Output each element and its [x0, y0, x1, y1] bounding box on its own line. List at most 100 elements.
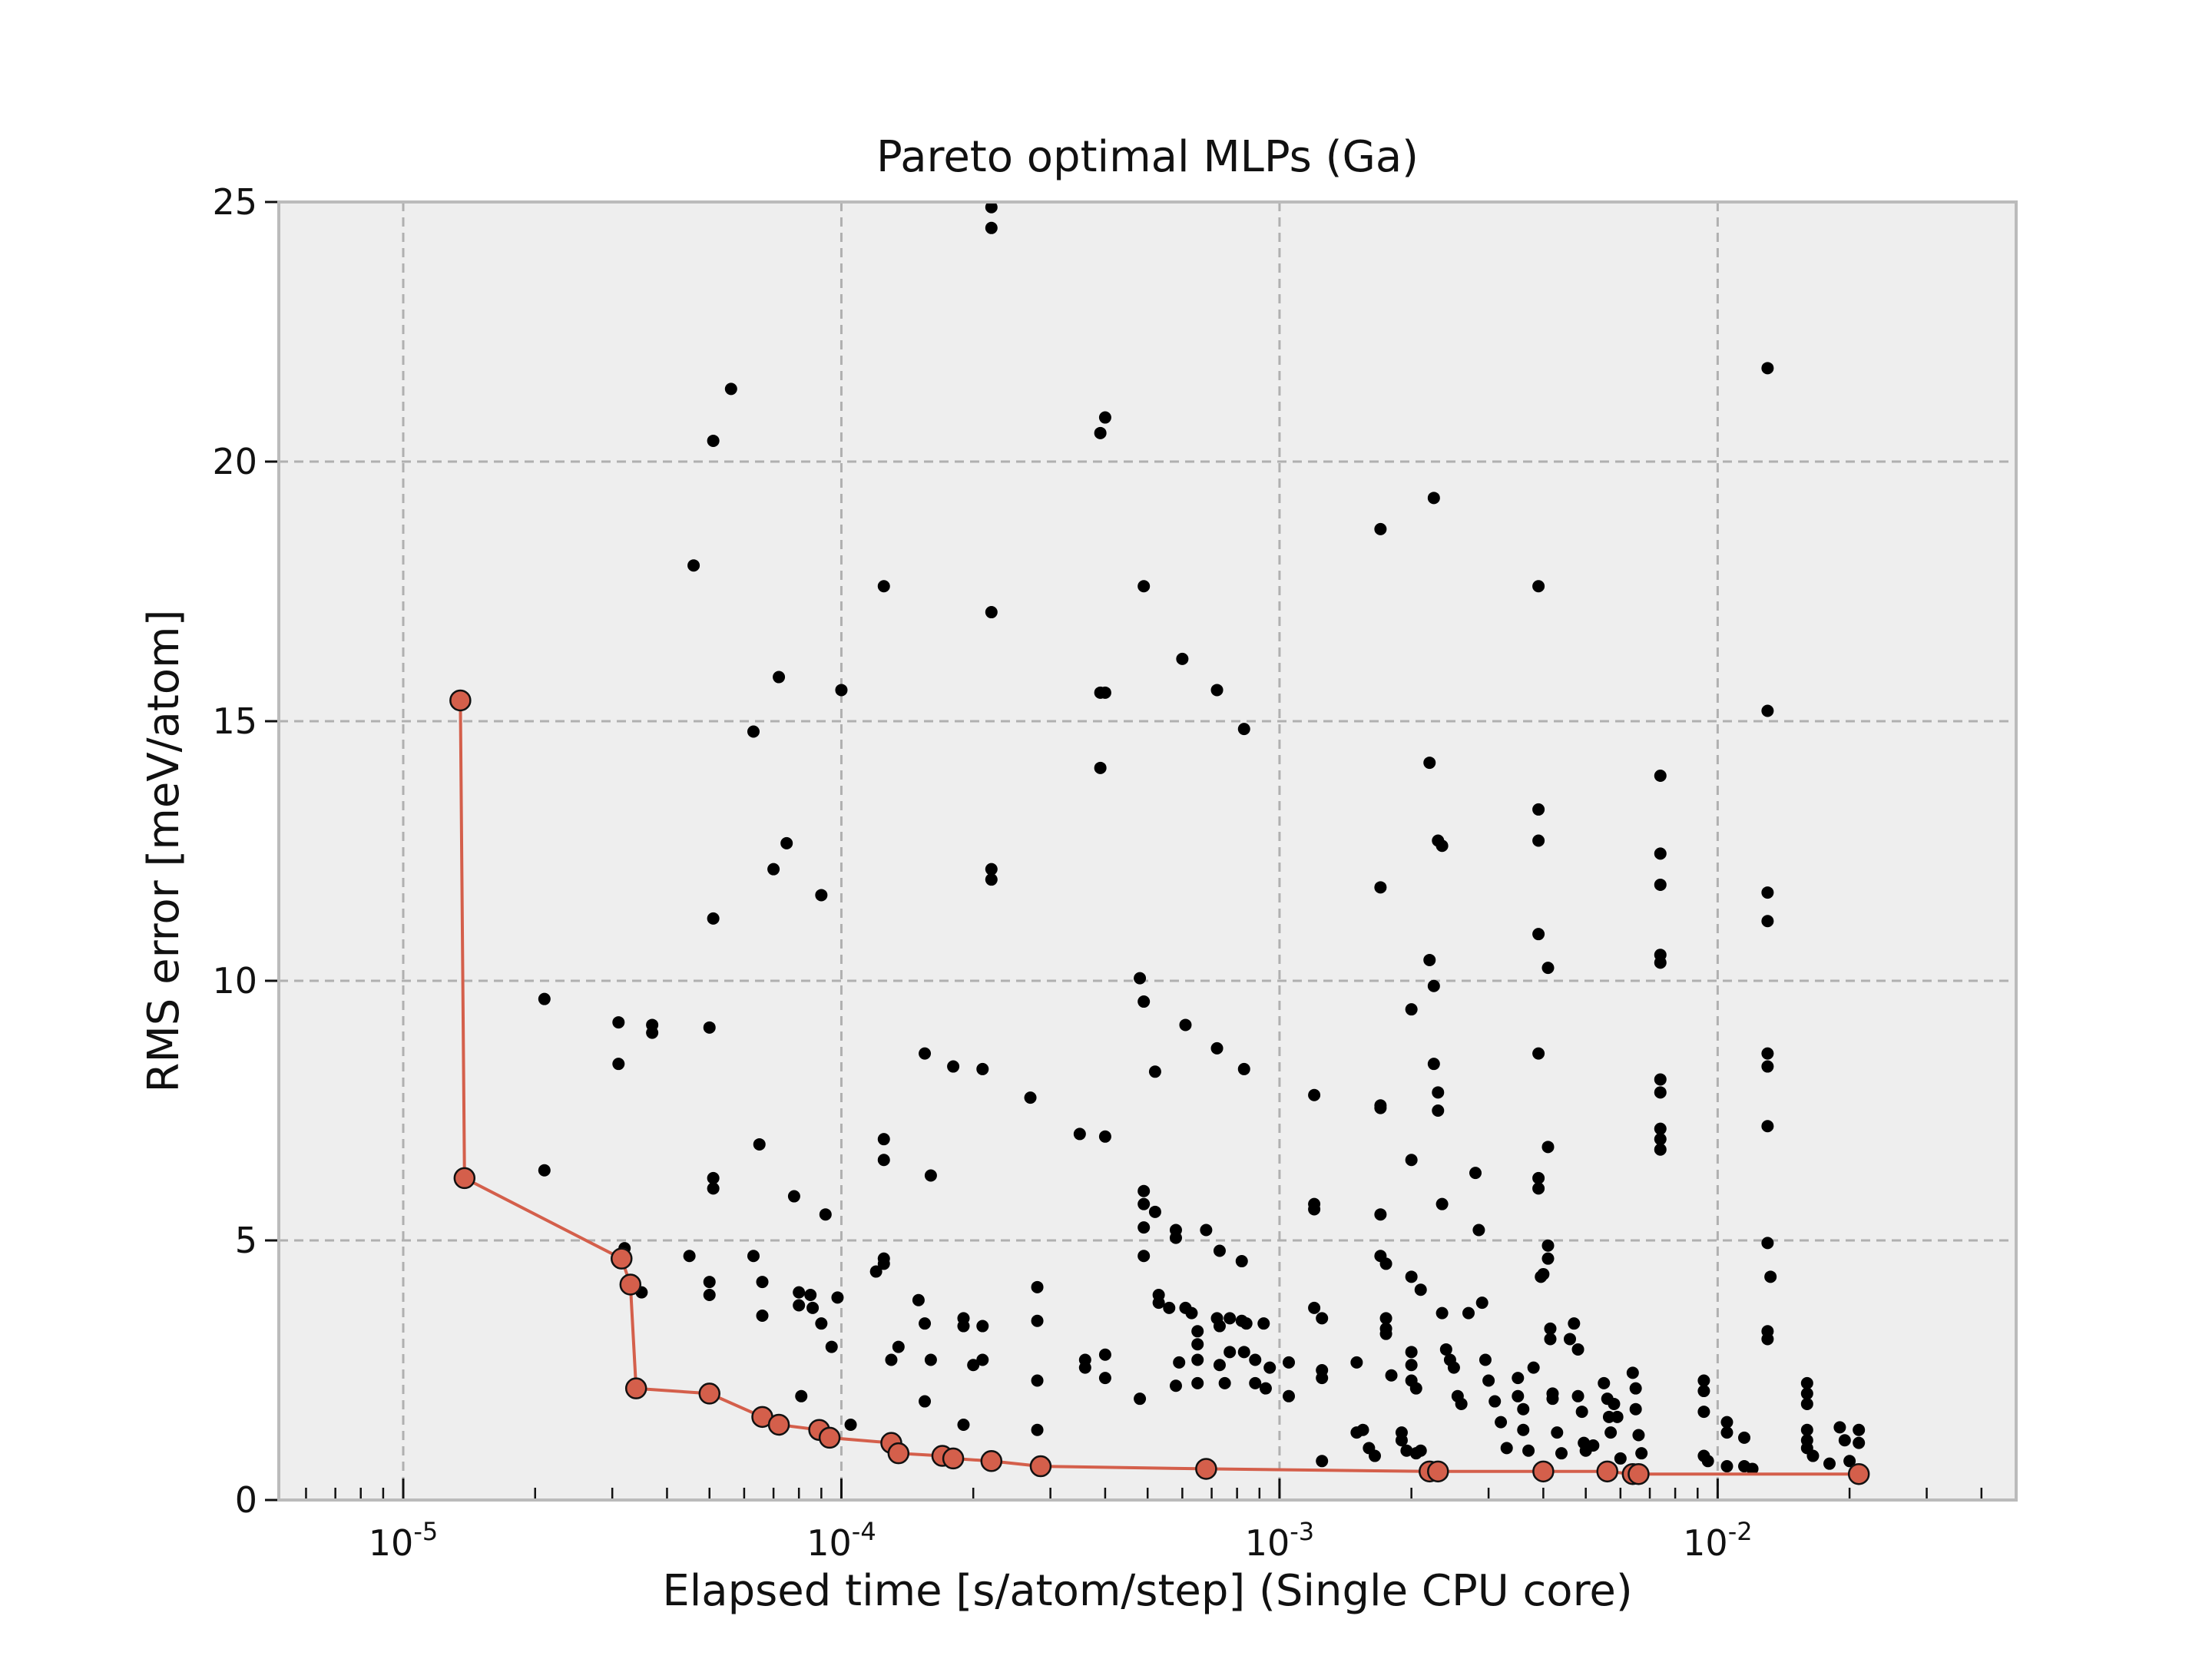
- model-point: [707, 1182, 720, 1195]
- model-point: [985, 863, 998, 876]
- model-point: [1532, 834, 1545, 847]
- model-point: [1512, 1372, 1525, 1385]
- model-point: [1137, 995, 1151, 1008]
- model-point: [1475, 1296, 1488, 1310]
- pareto-point: [980, 1450, 1003, 1472]
- model-point: [1532, 1182, 1545, 1195]
- model-point: [1447, 1361, 1460, 1374]
- model-point: [1423, 757, 1436, 770]
- model-point: [1544, 1333, 1557, 1346]
- model-point: [1654, 847, 1667, 860]
- pareto-point: [1427, 1460, 1449, 1483]
- model-point: [1098, 1130, 1111, 1143]
- model-point: [1414, 1444, 1427, 1457]
- y-tick-label: 15: [212, 700, 257, 742]
- model-point: [1761, 1333, 1774, 1346]
- model-point: [1532, 580, 1545, 593]
- model-point: [753, 1137, 766, 1151]
- grid-lines: [279, 202, 2016, 1500]
- pareto-point: [624, 1377, 647, 1399]
- model-point: [1173, 1356, 1186, 1369]
- model-point: [1200, 1224, 1213, 1237]
- model-point: [793, 1286, 806, 1299]
- x-tick-label: 10-4: [806, 1517, 876, 1564]
- pareto-point: [1628, 1462, 1650, 1485]
- y-axis-ticks: 0 5 10 15 20 25: [212, 181, 279, 1521]
- model-point: [985, 606, 998, 619]
- model-point: [773, 671, 786, 684]
- model-point: [976, 1353, 989, 1366]
- model-point: [919, 1047, 932, 1060]
- model-point: [1761, 704, 1774, 717]
- model-point: [1137, 1184, 1151, 1197]
- model-point: [1697, 1406, 1710, 1419]
- model-point: [1598, 1376, 1611, 1389]
- model-point: [1761, 1120, 1774, 1133]
- model-point: [1031, 1280, 1044, 1293]
- pareto-point: [1029, 1455, 1052, 1478]
- model-point: [1563, 1333, 1576, 1346]
- model-point: [1218, 1376, 1231, 1389]
- model-point: [1761, 1047, 1774, 1060]
- model-point: [1098, 686, 1111, 699]
- model-point: [1432, 1104, 1445, 1117]
- model-point: [612, 1016, 625, 1029]
- model-point: [1137, 1221, 1151, 1234]
- y-tick-label: 0: [235, 1479, 257, 1521]
- model-point: [985, 200, 998, 214]
- model-point: [1379, 1327, 1392, 1340]
- model-point: [1427, 492, 1440, 505]
- model-point: [1374, 1101, 1387, 1114]
- model-point: [1800, 1397, 1813, 1410]
- model-point: [1379, 1312, 1392, 1325]
- model-point: [1551, 1426, 1564, 1439]
- model-point: [1462, 1306, 1475, 1320]
- model-point: [1439, 1343, 1452, 1356]
- model-point: [1237, 1346, 1250, 1359]
- model-point: [1374, 881, 1387, 894]
- model-point: [985, 221, 998, 234]
- model-point: [1532, 803, 1545, 816]
- pareto-point: [1195, 1458, 1217, 1480]
- model-point: [877, 580, 890, 593]
- model-point: [947, 1060, 960, 1073]
- model-point: [1626, 1366, 1639, 1379]
- pareto-point: [611, 1247, 633, 1270]
- x-tick-label: 10-2: [1683, 1517, 1752, 1564]
- model-point: [1608, 1397, 1621, 1410]
- model-point: [1263, 1361, 1277, 1374]
- model-point: [1191, 1353, 1204, 1366]
- pareto-point: [449, 689, 472, 712]
- model-point: [1488, 1395, 1502, 1408]
- model-point: [1611, 1410, 1624, 1423]
- model-point: [967, 1359, 980, 1372]
- model-point: [957, 1320, 970, 1333]
- pareto-point: [619, 1273, 642, 1296]
- model-point: [1179, 1018, 1192, 1031]
- model-point: [1379, 1257, 1392, 1270]
- model-point: [1409, 1382, 1422, 1395]
- y-tick-label: 10: [212, 960, 257, 1002]
- model-point: [1078, 1361, 1091, 1374]
- model-point: [780, 836, 793, 849]
- model-point: [1654, 1073, 1667, 1086]
- model-point: [1094, 426, 1107, 439]
- model-point: [1163, 1301, 1176, 1314]
- model-point: [756, 1276, 769, 1289]
- pareto-point: [818, 1426, 841, 1449]
- model-point: [1283, 1356, 1296, 1369]
- model-point: [1098, 1348, 1111, 1361]
- model-point: [1134, 1392, 1147, 1406]
- model-point: [806, 1301, 820, 1314]
- model-point: [1240, 1317, 1253, 1330]
- model-point: [1472, 1224, 1485, 1237]
- model-point: [1385, 1369, 1398, 1382]
- model-point: [1148, 1205, 1161, 1218]
- model-point: [1761, 886, 1774, 899]
- model-point: [912, 1293, 925, 1306]
- model-point: [1176, 652, 1189, 665]
- model-point: [1259, 1382, 1272, 1395]
- model-point: [1720, 1460, 1734, 1473]
- x-tick-label: 10-5: [369, 1517, 438, 1564]
- pareto-point: [767, 1413, 790, 1436]
